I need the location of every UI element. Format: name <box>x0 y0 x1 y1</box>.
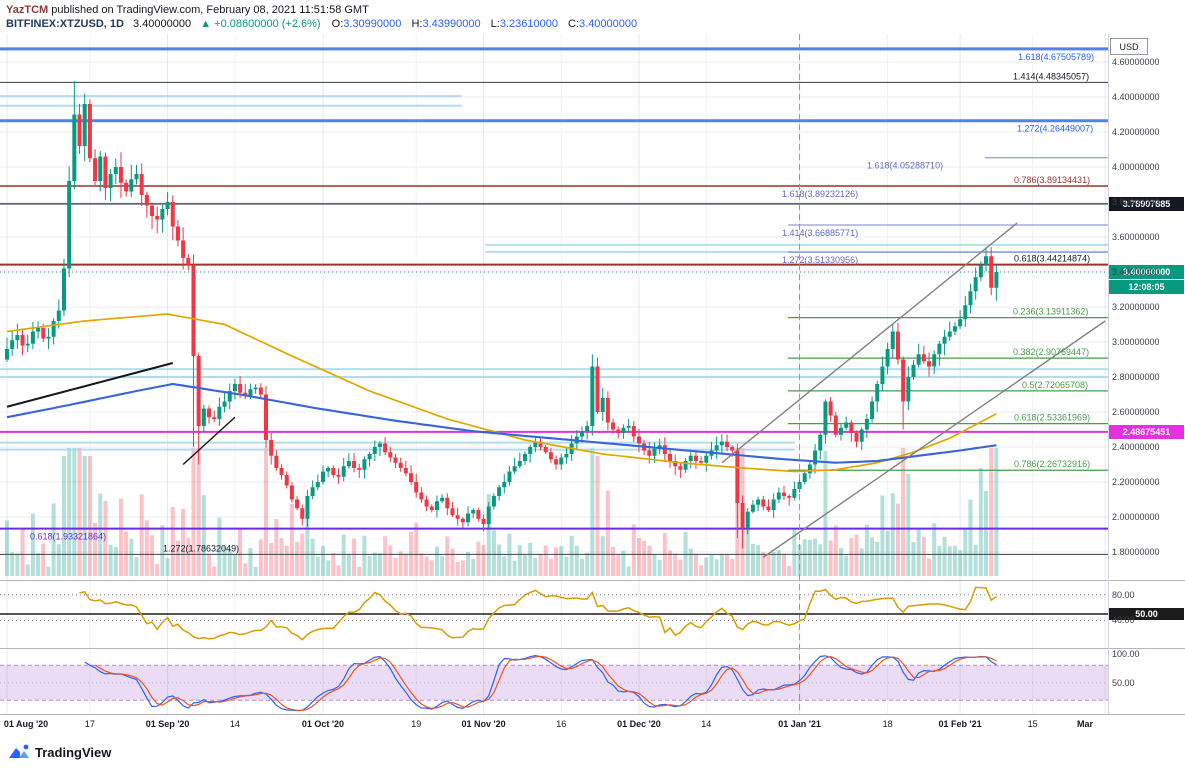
price-axis-label: 3.60000000 <box>1112 232 1160 242</box>
price-axis-label: 3.40000000 <box>1112 267 1160 277</box>
time-axis-label: 18 <box>882 719 893 729</box>
high-label: H: <box>411 18 423 30</box>
price-axis-label: 3.00000000 <box>1112 337 1160 347</box>
overlays <box>0 34 1185 715</box>
last-price-badge: 3.40000000 <box>1109 265 1184 279</box>
stoch-ax-label: 100.00 <box>1112 648 1140 659</box>
trend-line[interactable] <box>6 362 174 408</box>
time-axis-label: 14 <box>701 719 712 729</box>
price-axis-label: 2.20000000 <box>1112 477 1160 487</box>
fib-label: 0.618(1.93321864) <box>30 532 106 542</box>
fib-label: 0.382(2.90769447) <box>1013 347 1089 357</box>
fib-label: 0.5(2.72065708) <box>1022 380 1088 390</box>
rsi-mid-badge: 50.00 <box>1109 608 1184 620</box>
publish-header: YazTCM published on TradingView.com, Feb… <box>6 4 369 16</box>
high-value: 3.43990000 <box>422 18 481 30</box>
open-label: O: <box>331 18 344 30</box>
fibonacci-lines[interactable] <box>0 47 1108 555</box>
level-badge-black: 3.78907885 <box>1109 196 1184 211</box>
fib-label: 0.786(3.89134431) <box>1014 175 1090 185</box>
fib-label: 1.272(1.78632049) <box>163 543 239 553</box>
fib-label: 0.618(3.44214874) <box>1014 254 1090 264</box>
fib-label: 1.618(4.05288710) <box>867 161 943 171</box>
ma-slow-line <box>6 382 997 464</box>
grid-layer <box>0 34 1108 714</box>
trend-line[interactable] <box>762 320 1106 558</box>
publish-info: published on TradingView.com, February 0… <box>48 4 369 16</box>
price-axis-label: 4.20000000 <box>1112 127 1160 137</box>
rsi-line <box>79 586 997 641</box>
symbol-title[interactable]: BITFINEX:XTZUSD, 1D <box>6 18 124 30</box>
candlestick-series <box>5 81 999 549</box>
price-change: ▲ +0.08600000 (+2.6%) <box>200 18 321 30</box>
fib-label: 0.236(3.13911362) <box>1013 307 1088 317</box>
fib-label: 0.786(2.26732916) <box>1014 459 1090 469</box>
fib-labels: 1.618(4.67505789) 1.414(4.48345057) 1.272(… <box>30 52 1094 554</box>
moving-averages <box>6 313 997 473</box>
fib-label: 1.272(4.26449007) <box>1017 124 1093 134</box>
close-value: 3.40000000 <box>579 18 638 30</box>
time-axis-label: 16 <box>556 719 567 729</box>
chart-canvas[interactable]: 1.618(4.67505789) 1.414(4.48345057) 1.272(… <box>0 0 1185 740</box>
time-axis-label: Mar <box>1076 719 1093 729</box>
fib-label: 1.414(3.66885771) <box>782 228 858 238</box>
time-axis-label: 01 Oct '20 <box>301 719 345 729</box>
price-axis-label: 2.60000000 <box>1112 407 1160 417</box>
rsi-axis-label: 80.00 <box>1112 589 1135 600</box>
level-badge-magenta: 2.48675451 <box>1109 424 1184 439</box>
trend-line[interactable] <box>721 222 1018 464</box>
fib-label: 1.414(4.48345057) <box>1013 71 1089 81</box>
indicator-panels <box>0 586 1108 712</box>
open-value: 3.30990000 <box>343 18 402 30</box>
tradingview-logo-icon <box>9 744 29 758</box>
low-value: 3.23610000 <box>499 18 558 30</box>
fib-label: 1.618(4.67505789) <box>1018 52 1094 62</box>
time-axis-label: 01 Jan '21 <box>778 719 821 729</box>
volume-series <box>5 448 999 576</box>
time-axis-label: 19 <box>411 719 422 729</box>
price-axis-label: 2.80000000 <box>1112 372 1160 382</box>
price-axis-label: 4.00000000 <box>1112 162 1160 172</box>
price-axis-label: 2.40000000 <box>1112 442 1160 452</box>
time-axis-label: 01 Nov '20 <box>461 719 506 729</box>
time-axis-label: 01 Dec '20 <box>617 719 661 729</box>
support-resistance-lines[interactable] <box>0 95 1108 451</box>
time-axis-label: 14 <box>229 719 240 729</box>
time-axis-label: 17 <box>84 719 95 729</box>
price-axis-label: 1.80000000 <box>1112 547 1160 557</box>
ma-fast-line <box>6 313 997 473</box>
tradingview-logo-text: TradingView <box>35 744 112 760</box>
close-label: C: <box>568 18 580 30</box>
price-axis-label: 2.00000000 <box>1112 512 1160 522</box>
time-axis-label: 01 Aug '20 <box>3 719 49 729</box>
last-price: 3.40000000 <box>133 18 192 30</box>
time-axis-label: 15 <box>1027 719 1038 729</box>
countdown-badge: 12:08:05 <box>1109 280 1184 294</box>
fib-label: 0.618(2.53361969) <box>1014 413 1090 423</box>
price-axis-label: 4.40000000 <box>1112 92 1160 102</box>
rsi-axis-label: 40.00 <box>1112 615 1135 626</box>
stoch-ax-label: 50.00 <box>1112 677 1135 688</box>
time-axis-label: 01 Sep '20 <box>145 719 190 729</box>
fib-label: 1.272(3.51330956) <box>782 255 858 265</box>
symbol-legend[interactable]: BITFINEX:XTZUSD, 1D 3.40000000 ▲ +0.0860… <box>6 18 644 30</box>
trend-line[interactable] <box>182 416 236 466</box>
low-label: L: <box>490 18 500 30</box>
trend-lines[interactable] <box>6 222 1106 558</box>
stoch-d-line <box>94 655 997 712</box>
time-axis-label: 01 Feb '21 <box>938 719 982 729</box>
fib-label: 1.618(3.89232126) <box>782 189 858 199</box>
currency-unit-box: USD <box>1110 38 1148 55</box>
price-axis-label: 4.60000000 <box>1112 57 1160 67</box>
author-name: YazTCM <box>6 4 49 16</box>
price-axis-label: 3.80000000 <box>1112 197 1160 207</box>
price-axis-label: 3.20000000 <box>1112 302 1160 312</box>
tradingview-logo[interactable]: TradingView <box>8 743 111 761</box>
